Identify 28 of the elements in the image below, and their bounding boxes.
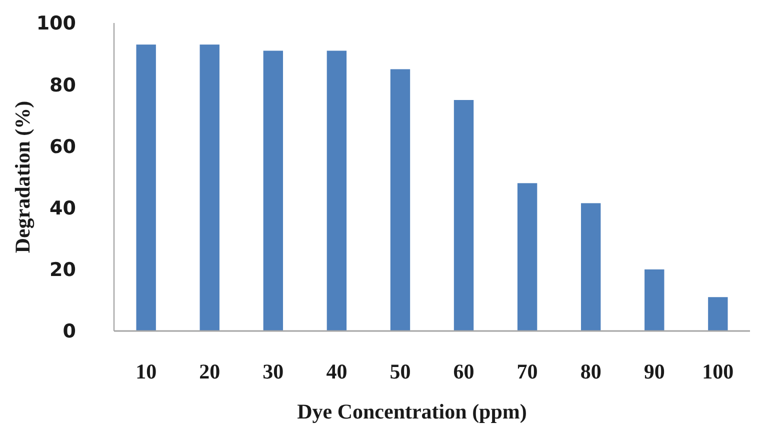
- bar: [263, 50, 284, 331]
- bar: [200, 44, 220, 331]
- x-tick-label: 50: [390, 359, 411, 384]
- y-tick-label: 0: [62, 320, 76, 343]
- y-tick-label: 60: [50, 136, 76, 158]
- x-tick-label: 80: [580, 359, 602, 384]
- x-tick-label: 40: [326, 359, 348, 384]
- y-tick-label: 20: [50, 259, 76, 282]
- x-tick-label: 70: [516, 359, 538, 384]
- x-tick-label: 20: [199, 359, 220, 384]
- bar: [390, 69, 410, 331]
- bar: [136, 44, 156, 331]
- x-tick-label: 30: [262, 359, 284, 384]
- x-tick-label: 60: [453, 359, 474, 384]
- x-tick-label: 100: [702, 359, 734, 384]
- bar: [517, 183, 538, 331]
- bar: [708, 297, 728, 331]
- bar: [580, 203, 601, 331]
- bar: [454, 100, 474, 331]
- x-axis-title: Dye Concentration (ppm): [297, 399, 527, 424]
- x-tick-label: 10: [136, 359, 157, 384]
- y-tick-label: 80: [50, 74, 76, 96]
- y-axis-title: Degradation (%): [10, 100, 34, 254]
- y-tick-label: 40: [50, 197, 76, 220]
- y-tick-label: 100: [36, 12, 76, 35]
- x-tick-label: 90: [644, 359, 665, 384]
- bar: [326, 50, 347, 331]
- bar: [644, 269, 664, 331]
